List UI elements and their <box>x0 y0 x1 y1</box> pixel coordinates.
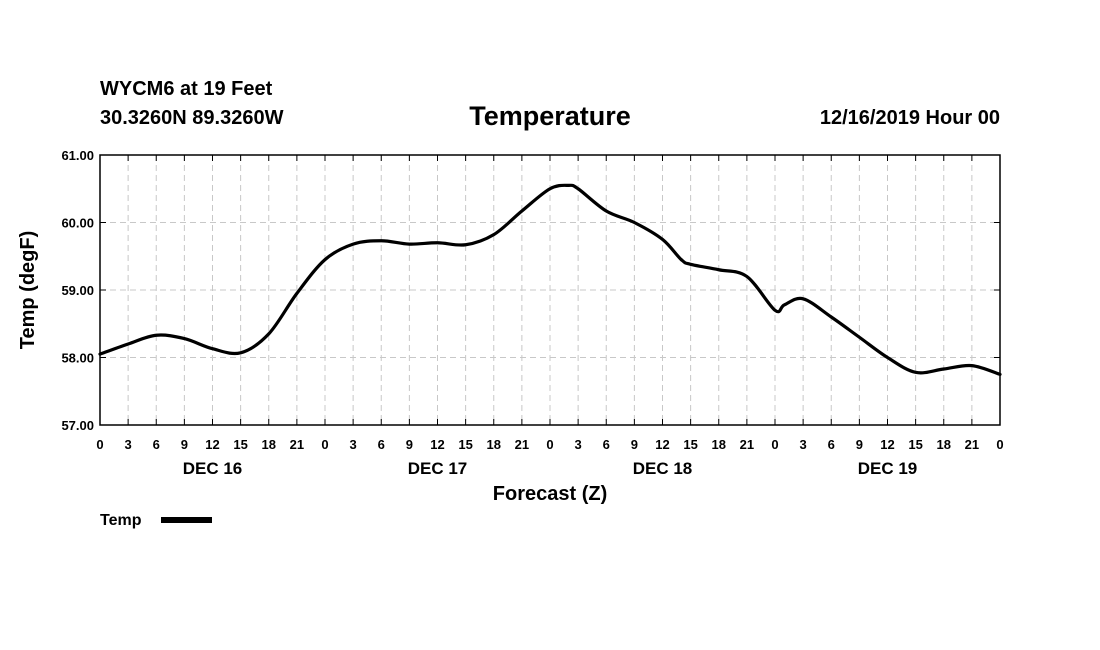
x-tick-label: 0 <box>996 437 1003 452</box>
day-label: DEC 19 <box>858 459 918 478</box>
y-tick-label: 58.00 <box>61 351 94 366</box>
day-labels: DEC 16 DEC 17 DEC 18 DEC 19 <box>183 459 918 478</box>
axis-ticks <box>99 154 1001 426</box>
x-tick-label: 3 <box>800 437 807 452</box>
x-tick-label: 0 <box>771 437 778 452</box>
x-tick-label: 12 <box>205 437 219 452</box>
x-tick-label: 18 <box>937 437 951 452</box>
x-tick-label: 9 <box>181 437 188 452</box>
x-tick-label: 9 <box>856 437 863 452</box>
x-tick-label: 0 <box>96 437 103 452</box>
x-tick-label: 21 <box>290 437 304 452</box>
x-tick-label: 12 <box>880 437 894 452</box>
legend-swatch <box>161 517 212 523</box>
x-tick-label: 6 <box>603 437 610 452</box>
x-tick-label: 12 <box>655 437 669 452</box>
x-tick-label: 18 <box>712 437 726 452</box>
x-tick-label: 15 <box>908 437 922 452</box>
temp-series-line <box>98 183 1002 376</box>
x-tick-label: 21 <box>515 437 529 452</box>
day-label: DEC 17 <box>408 459 468 478</box>
x-tick-label: 6 <box>828 437 835 452</box>
x-tick-label: 12 <box>430 437 444 452</box>
x-tick-label: 9 <box>631 437 638 452</box>
x-tick-label: 3 <box>350 437 357 452</box>
x-tick-label: 18 <box>262 437 276 452</box>
x-axis-label: Forecast (Z) <box>493 483 607 505</box>
x-tick-label: 15 <box>683 437 697 452</box>
y-tick-labels: 61.00 60.00 59.00 58.00 57.00 <box>61 148 94 433</box>
datetime-label: 12/16/2019 Hour 00 <box>820 107 1000 129</box>
x-tick-labels: 0 3 6 9 12 15 18 21 0 3 6 9 12 15 18 21 0 3 6 9 12 15 18 21 0 3 6 9… <box>96 437 1003 452</box>
x-tick-label: 0 <box>546 437 553 452</box>
x-tick-label: 15 <box>233 437 247 452</box>
y-axis-label: Temp (degF) <box>17 231 39 350</box>
day-label: DEC 18 <box>633 459 693 478</box>
chart-title: Temperature <box>469 101 631 131</box>
y-tick-label: 61.00 <box>61 148 94 163</box>
day-label: DEC 16 <box>183 459 243 478</box>
station-label: WYCM6 at 19 Feet <box>100 78 273 100</box>
y-tick-label: 59.00 <box>61 283 94 298</box>
x-tick-label: 0 <box>321 437 328 452</box>
x-tick-label: 3 <box>125 437 132 452</box>
y-tick-label: 57.00 <box>61 418 94 433</box>
x-tick-label: 6 <box>153 437 160 452</box>
legend-label: Temp <box>100 512 142 529</box>
coords-label: 30.3260N 89.3260W <box>100 107 284 129</box>
x-tick-label: 9 <box>406 437 413 452</box>
grid-lines <box>100 155 1000 425</box>
x-tick-label: 18 <box>487 437 501 452</box>
x-tick-label: 3 <box>575 437 582 452</box>
y-tick-label: 60.00 <box>61 216 94 231</box>
x-tick-label: 21 <box>965 437 979 452</box>
x-tick-label: 15 <box>458 437 472 452</box>
x-tick-label: 6 <box>378 437 385 452</box>
x-tick-label: 21 <box>740 437 754 452</box>
